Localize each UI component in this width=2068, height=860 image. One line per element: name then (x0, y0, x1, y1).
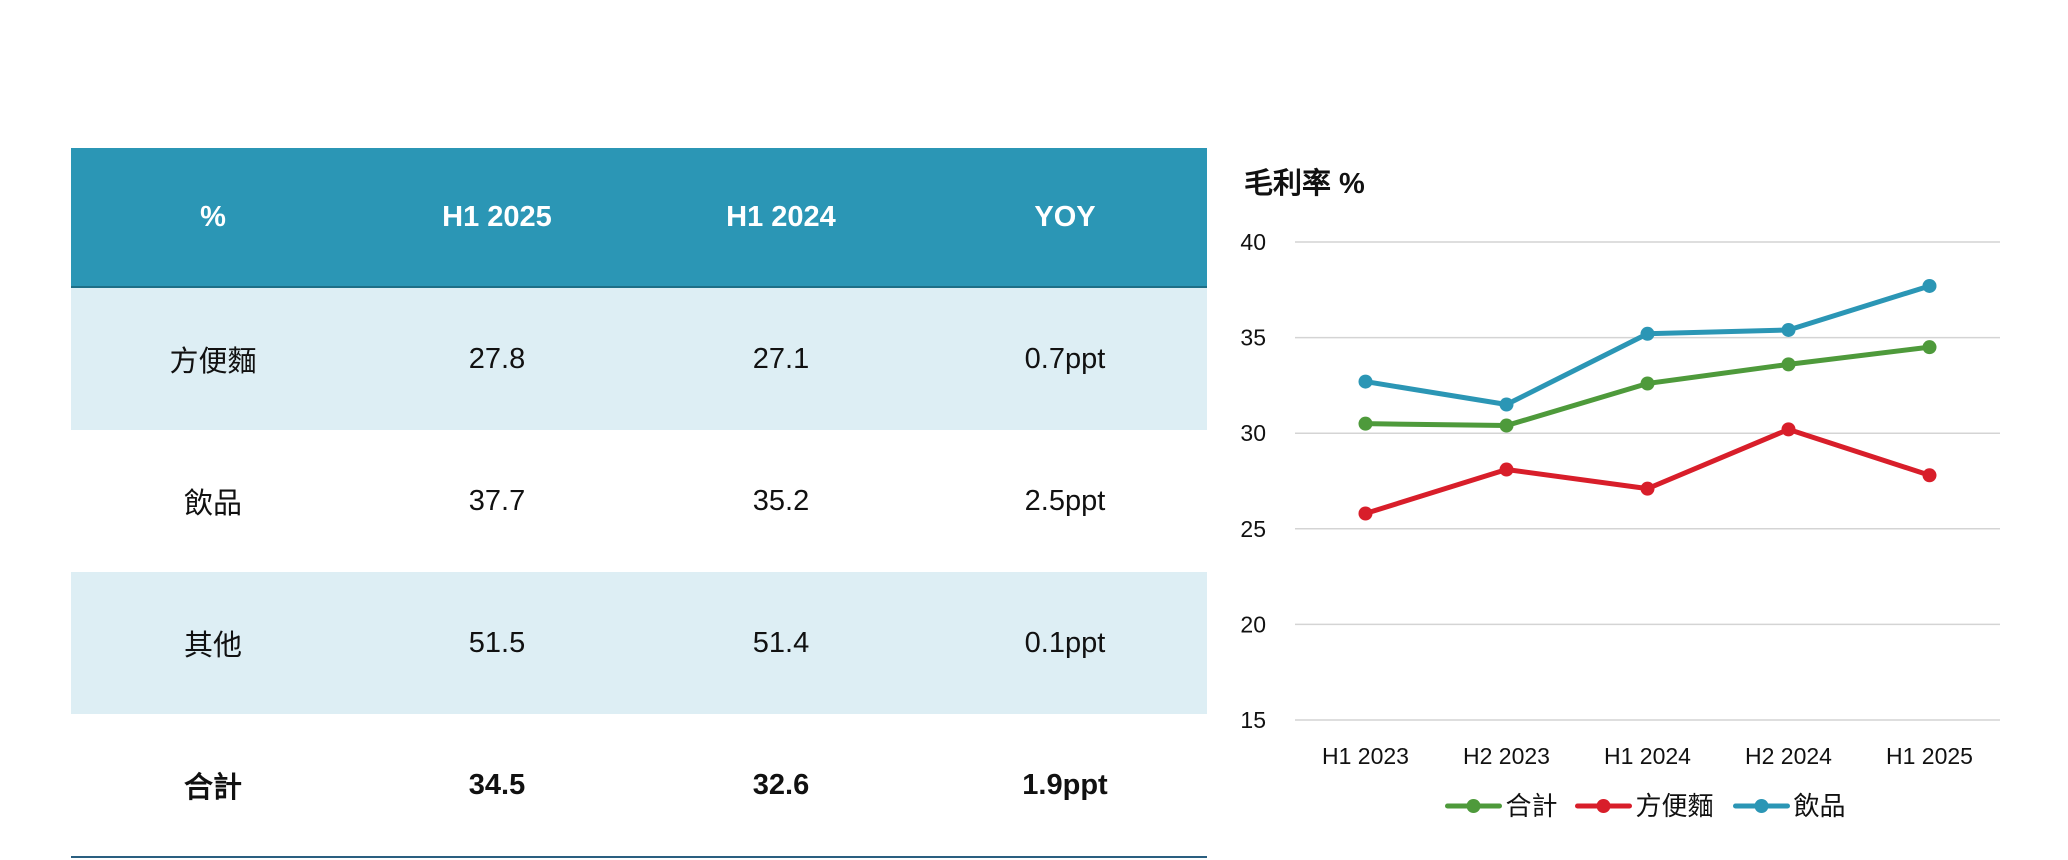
y-tick-label: 35 (1240, 325, 1266, 351)
cell-yoy: 0.7ppt (1024, 342, 1106, 375)
y-tick-label: 15 (1240, 707, 1266, 733)
legend-label: 飲品 (1794, 791, 1846, 821)
row-label: 合計 (71, 714, 355, 858)
data-point (1358, 416, 1373, 431)
data-point (1499, 397, 1514, 412)
legend-label: 合計 (1506, 791, 1558, 821)
header-yoy: YOY (923, 148, 1207, 288)
data-point (1640, 326, 1655, 341)
x-tick-label: H1 2024 (1604, 743, 1691, 769)
y-tick-label: 25 (1240, 516, 1266, 542)
cell-yoy: 1.9ppt (923, 714, 1207, 858)
legend-swatch-marker (1596, 799, 1611, 813)
cell-h1-2025: 51.5 (468, 626, 526, 659)
x-tick-label: H2 2024 (1745, 743, 1832, 769)
data-point (1640, 481, 1655, 496)
data-point (1781, 422, 1796, 437)
cell-yoy: 0.1ppt (1024, 626, 1106, 659)
table-row: 方便麵 27.8 27.1 0.7ppt (71, 287, 1207, 430)
header-h1-2024: H1 2024 (639, 148, 923, 288)
data-point (1358, 506, 1373, 521)
data-point (1499, 418, 1514, 433)
cell-h1-2025: 37.7 (468, 484, 526, 517)
row-label: 飲品 (183, 488, 242, 520)
gross-margin-line-chart: 毛利率 % 40 35 30 25 20 15 H1 2023 H2 2023 H1 2024 H2… (1240, 166, 2000, 821)
data-point (1499, 462, 1514, 477)
data-point (1781, 357, 1796, 372)
legend-swatch-marker (1754, 799, 1769, 813)
cell-h1-2025: 34.5 (355, 714, 639, 858)
data-point (1781, 322, 1796, 337)
y-tick-label: 40 (1240, 229, 1266, 255)
data-point (1640, 376, 1655, 391)
cell-yoy: 2.5ppt (1024, 484, 1106, 517)
y-tick-label: 30 (1240, 420, 1266, 446)
x-tick-label: H2 2023 (1463, 743, 1550, 769)
row-label: 方便麵 (169, 346, 257, 378)
header-h1-2025: H1 2025 (355, 148, 639, 288)
cell-h1-2024: 35.2 (752, 484, 810, 517)
row-label: 其他 (183, 630, 242, 662)
table-row: 飲品 37.7 35.2 2.5ppt (71, 430, 1207, 572)
legend-swatch-marker (1466, 799, 1481, 813)
cell-h1-2025: 27.8 (468, 342, 526, 375)
cell-h1-2024: 32.6 (639, 714, 923, 858)
data-point (1922, 340, 1937, 355)
header-percent: % (71, 148, 355, 288)
data-point (1358, 374, 1373, 389)
x-tick-label: H1 2023 (1322, 743, 1409, 769)
cell-h1-2024: 51.4 (752, 626, 810, 659)
table-header-row: % H1 2025 H1 2024 YOY (71, 148, 1207, 288)
y-tick-label: 20 (1240, 611, 1266, 637)
chart-title: 毛利率 % (1244, 166, 1365, 200)
data-point (1922, 278, 1937, 293)
data-point (1922, 468, 1937, 483)
margin-table: % H1 2025 H1 2024 YOY 方便麵 27.8 27.1 0.7p… (71, 148, 1207, 858)
table-total-row: 合計 34.5 32.6 1.9ppt (71, 714, 1207, 858)
series-line (1363, 426, 1932, 517)
cell-h1-2024: 27.1 (752, 342, 810, 375)
table-row: 其他 51.5 51.4 0.1ppt (71, 572, 1207, 714)
x-tick-label: H1 2025 (1886, 743, 1973, 769)
margin-table-container: % H1 2025 H1 2024 YOY 方便麵 27.8 27.1 0.7p… (71, 148, 1207, 858)
legend-label: 方便麵 (1636, 791, 1714, 821)
